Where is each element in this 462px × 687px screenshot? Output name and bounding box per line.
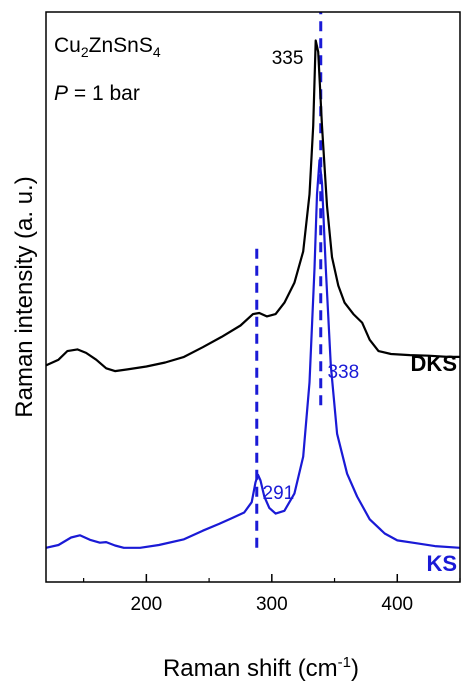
series-curves	[46, 41, 460, 548]
x-tick-label-400: 400	[381, 594, 413, 615]
x-tick-label-200: 200	[131, 594, 163, 615]
peak-label-291: 291	[263, 483, 295, 504]
annotation-labels: Raman shift (cm-1) Raman intensity (a. u.…	[11, 34, 457, 682]
series-label-dks: DKS	[411, 351, 457, 376]
series-label-ks: KS	[426, 551, 457, 576]
x-ticks: 200 300 400	[84, 574, 460, 615]
sample-formula: Cu2ZnSnS4	[54, 34, 161, 60]
x-tick-label-300: 300	[256, 594, 288, 615]
pressure-label: P = 1 bar	[54, 82, 140, 105]
guide-lines	[257, 12, 321, 548]
peak-label-335: 335	[272, 48, 304, 69]
x-axis-label: Raman shift (cm-1)	[163, 654, 359, 682]
y-axis-label: Raman intensity (a. u.)	[11, 176, 38, 417]
peak-label-338: 338	[327, 362, 359, 383]
